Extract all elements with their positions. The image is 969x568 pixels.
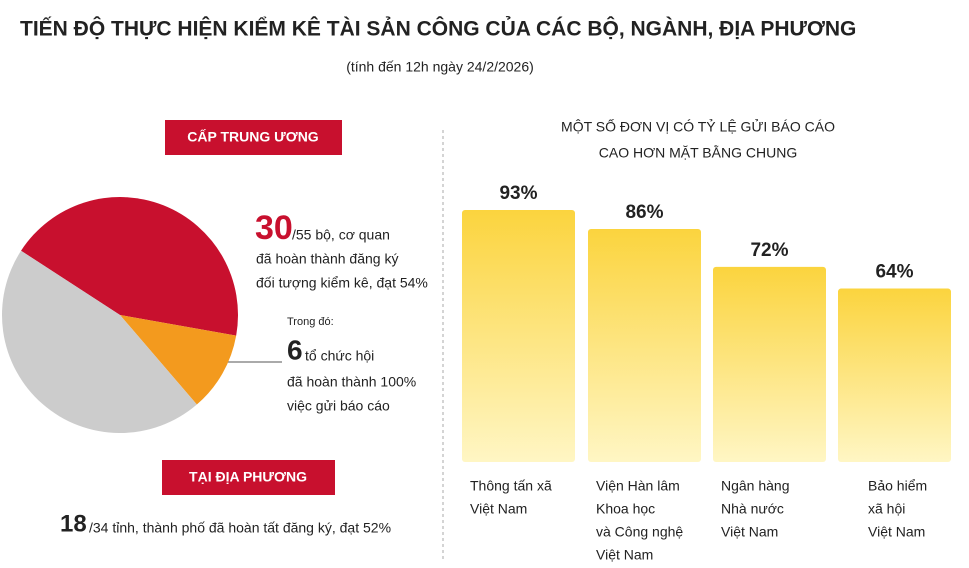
pie-slice bbox=[120, 315, 237, 405]
heading-box bbox=[165, 120, 342, 155]
big-number: 18 bbox=[60, 510, 87, 537]
chart-title: CAO HƠN MẶT BẰNG CHUNG bbox=[599, 144, 797, 161]
text: việc gửi báo cáo bbox=[287, 398, 390, 414]
text: tổ chức hội bbox=[305, 348, 374, 364]
text: đã hoàn thành đăng ký bbox=[256, 251, 398, 267]
category-label: xã hội bbox=[868, 501, 905, 517]
category-label: Việt Nam bbox=[470, 501, 527, 517]
value-label: 72% bbox=[750, 240, 788, 261]
category-label: Nhà nước bbox=[721, 501, 784, 517]
category-label: Khoa học bbox=[596, 501, 655, 517]
bar bbox=[462, 209, 575, 462]
chart-title: MỘT SỐ ĐƠN VỊ CÓ TỶ LỆ GỬI BÁO CÁO bbox=[561, 118, 835, 135]
text: /55 bộ, cơ quan bbox=[292, 227, 390, 243]
title: TIẾN ĐỘ THỰC HIỆN KIỂM KÊ TÀI SẢN CÔNG C… bbox=[20, 17, 856, 41]
text: /34 tỉnh, thành phố đã hoàn tất đăng ký,… bbox=[89, 520, 391, 536]
text: đối tượng kiểm kê, đạt 54% bbox=[256, 275, 428, 291]
subtitle: (tính đến 12h ngày 24/2/2026) bbox=[346, 59, 534, 75]
bar bbox=[588, 228, 701, 462]
category-label: Thông tấn xã bbox=[470, 478, 552, 494]
category-label: Việt Nam bbox=[721, 524, 778, 540]
pie-slice bbox=[21, 197, 239, 336]
value-label: 64% bbox=[875, 262, 913, 283]
note: Trong đó: bbox=[287, 316, 334, 328]
heading-box bbox=[162, 460, 335, 495]
heading: TẠI ĐỊA PHƯƠNG bbox=[189, 469, 307, 485]
big-number: 30 bbox=[255, 209, 293, 247]
heading: CẤP TRUNG ƯƠNG bbox=[187, 129, 319, 145]
bar bbox=[838, 288, 951, 462]
pie-slice bbox=[1, 250, 197, 434]
bar bbox=[713, 266, 826, 462]
category-label: Việt Nam bbox=[596, 547, 653, 563]
category-label: Việt Nam bbox=[868, 524, 925, 540]
category-label: và Công nghệ bbox=[596, 524, 683, 540]
category-label: Bảo hiểm bbox=[868, 478, 927, 494]
category-label: Ngân hàng bbox=[721, 478, 790, 494]
text: đã hoàn thành 100% bbox=[287, 374, 416, 390]
value-label: 93% bbox=[499, 183, 537, 204]
value-label: 86% bbox=[625, 202, 663, 223]
big-number: 6 bbox=[287, 334, 303, 365]
category-label: Viện Hàn lâm bbox=[596, 478, 680, 494]
